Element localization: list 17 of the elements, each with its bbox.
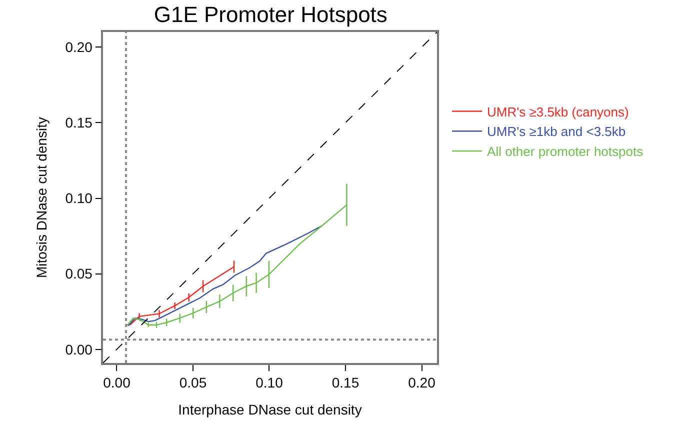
x-axis-title: Interphase DNase cut density: [178, 401, 362, 418]
y-axis-title: Mitosis DNase cut density: [33, 116, 50, 278]
y-tick-label: 0.15: [65, 114, 93, 131]
y-tick-label: 0.20: [65, 39, 93, 56]
legend-label: All other promoter hotspots: [487, 144, 644, 160]
legend-label: UMR's ≥3.5kb (canyons): [487, 104, 629, 120]
x-tick-label: 0.20: [408, 374, 436, 391]
chart-title: G1E Promoter Hotspots: [154, 2, 388, 27]
y-tick-label: 0.05: [65, 266, 93, 282]
x-tick-label: 0.10: [256, 374, 284, 391]
x-tick-label: 0.05: [179, 374, 207, 391]
y-tick-label: 0.00: [65, 341, 93, 358]
line-series: [128, 225, 323, 326]
legend-label: UMR's ≥1kb and <3.5kb: [487, 124, 626, 140]
y-tick-label: 0.10: [65, 190, 93, 206]
x-tick-label: 0.15: [332, 374, 360, 391]
x-tick-label: 0.00: [103, 374, 131, 391]
